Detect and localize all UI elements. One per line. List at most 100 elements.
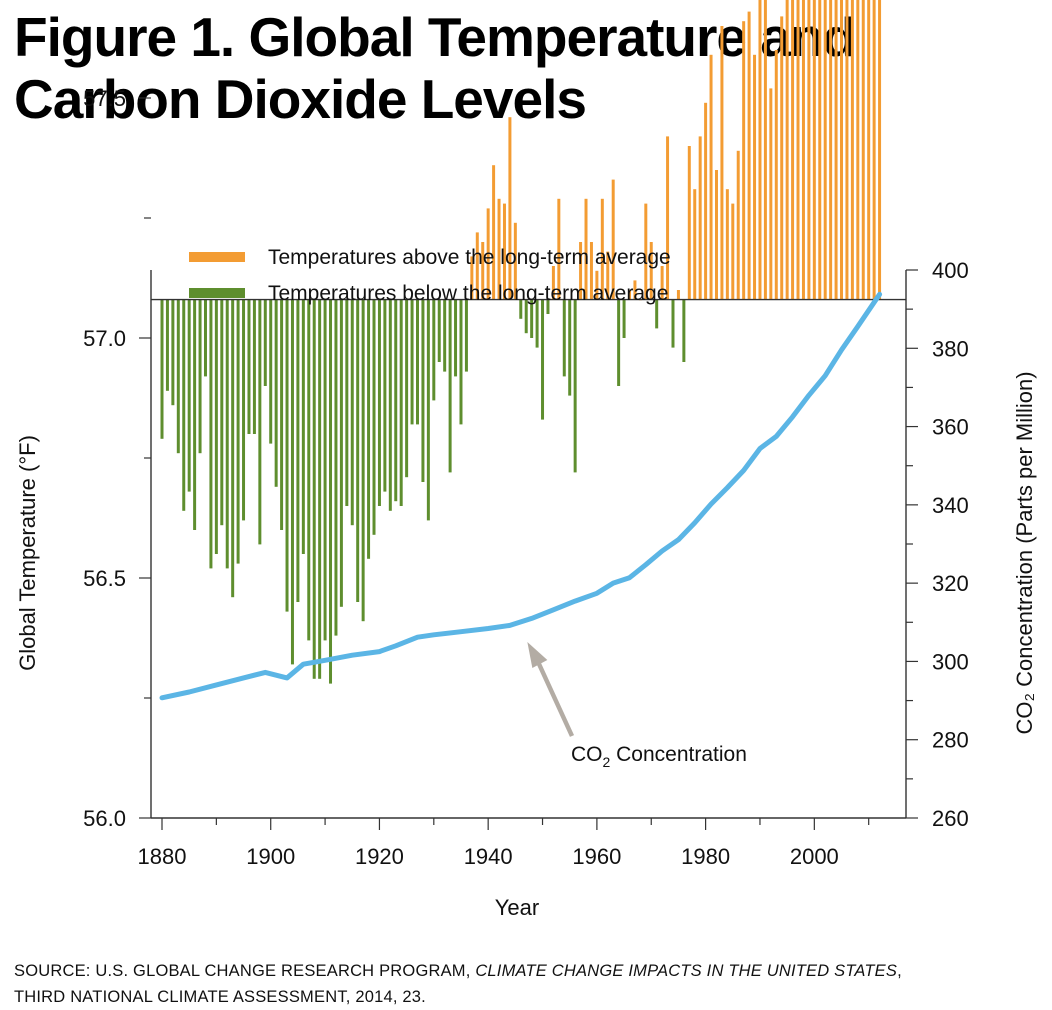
y-tick-label: 56.0 (83, 806, 126, 831)
temperature-bar (410, 299, 414, 425)
temperature-bar (242, 299, 246, 521)
temperature-bar (774, 50, 778, 300)
temperature-bar (198, 299, 202, 454)
temperature-bar (546, 299, 550, 314)
temperature-bar (356, 299, 360, 602)
temperature-bar (595, 270, 599, 300)
temperature-bar (318, 299, 322, 679)
legend-label-below-average: Temperatures below the long-term average (268, 282, 668, 305)
source-citation: SOURCE: U.S. GLOBAL CHANGE RESEARCH PROG… (14, 958, 1044, 1010)
temperature-bar (791, 0, 795, 300)
co2-annotation-rest: Concentration (610, 743, 747, 766)
y2-tick-label: 340 (932, 493, 969, 518)
arrow-head (527, 642, 548, 668)
y2-tick-label: 380 (932, 336, 969, 361)
temperature-bar (372, 299, 376, 535)
temperature-bar (780, 16, 784, 300)
temperature-bar (758, 0, 762, 300)
temperature-bar (383, 299, 387, 492)
temperature-bar (214, 299, 218, 554)
temperature-bar (714, 170, 718, 300)
temperature-bar (742, 21, 746, 300)
y-tick-label: 56.5 (83, 566, 126, 591)
temperature-bar (225, 299, 229, 569)
x-tick-label: 1900 (246, 844, 295, 869)
temperature-bar (557, 198, 561, 300)
temperature-bar (823, 0, 827, 300)
y-axis-label-right: CO₂ Concentration (Parts per Million) (1012, 371, 1037, 734)
co2-annotation-arrow (527, 642, 575, 737)
temperature-bar (660, 266, 664, 300)
temperature-bar (220, 299, 224, 526)
temperature-bar (850, 0, 854, 300)
temperature-bar (878, 0, 882, 300)
co2-concentration-line (159, 291, 883, 701)
temperature-bar (236, 299, 240, 564)
temperature-bar (666, 136, 670, 300)
y2-tick-label: 260 (932, 806, 969, 831)
temperature-bar (258, 299, 262, 545)
temperature-bar (421, 299, 425, 482)
legend: Temperatures above the long-term average… (189, 246, 671, 305)
temperature-bar (187, 299, 191, 492)
temperature-bar (579, 242, 583, 300)
temperature-bar (568, 299, 572, 396)
legend-swatch-above-average (189, 252, 245, 262)
temperature-bar (519, 299, 523, 319)
temperature-bar (676, 290, 680, 300)
temperature-bar (165, 299, 169, 391)
temperature-bar (796, 0, 800, 300)
temperature-bar (209, 299, 213, 569)
temperature-bar (443, 299, 447, 372)
temperature-bar (176, 299, 180, 454)
temperature-bar (551, 266, 555, 300)
temperature-bar (524, 299, 528, 334)
temperature-bar (361, 299, 365, 622)
co2-annotation-subscript: 2 (603, 754, 611, 770)
source-line-1: SOURCE: U.S. GLOBAL CHANGE RESEARCH PROG… (14, 958, 1044, 984)
temperature-bar (296, 299, 300, 602)
temperature-bar (252, 299, 256, 434)
y2-tick-label: 320 (932, 571, 969, 596)
x-tick-label: 1980 (681, 844, 730, 869)
temperature-bar (470, 256, 474, 300)
temperature-bar (329, 299, 333, 684)
temperature-bar (617, 299, 621, 386)
temperature-bar (589, 242, 593, 300)
temperature-bar (785, 0, 789, 300)
temperature-bar (274, 299, 278, 487)
x-tick-label: 1880 (138, 844, 187, 869)
temperature-bar (323, 299, 327, 641)
temperature-bar (350, 299, 354, 526)
temperature-bar (437, 299, 441, 362)
temperature-bar (655, 299, 659, 329)
temperature-bar (861, 0, 865, 300)
temperature-bar (856, 0, 860, 300)
temperature-bar (573, 299, 577, 473)
temperature-bar (535, 299, 539, 348)
temperature-bar (394, 299, 398, 502)
temperature-bar (693, 189, 697, 300)
temperature-bar (872, 0, 876, 300)
temperature-bar (160, 299, 164, 439)
y-tick-label: 57.0 (83, 326, 126, 351)
temperature-bar (812, 0, 816, 300)
temperature-bar (459, 299, 463, 425)
temperature-bar (682, 299, 686, 362)
temperature-bar (584, 198, 588, 300)
source-line-2: THIRD NATIONAL CLIMATE ASSESSMENT, 2014,… (14, 988, 426, 1006)
temperature-bar (280, 299, 284, 530)
temperature-bar (541, 299, 545, 420)
temperature-bar (464, 299, 468, 372)
co2-annotation-label: CO2 Concentration (571, 743, 747, 770)
temperature-bar (628, 290, 631, 300)
temperature-bar (399, 299, 403, 506)
figure-title-line-2: Carbon Dioxide Levels (14, 68, 587, 130)
temperature-bar (644, 203, 648, 300)
temperature-bar (426, 299, 430, 521)
figure-title-line-1: Figure 1. Global Temperature and (14, 6, 856, 68)
temperature-bar (247, 299, 251, 434)
legend-swatch-below-average (189, 288, 245, 298)
temperature-bar (432, 299, 436, 401)
